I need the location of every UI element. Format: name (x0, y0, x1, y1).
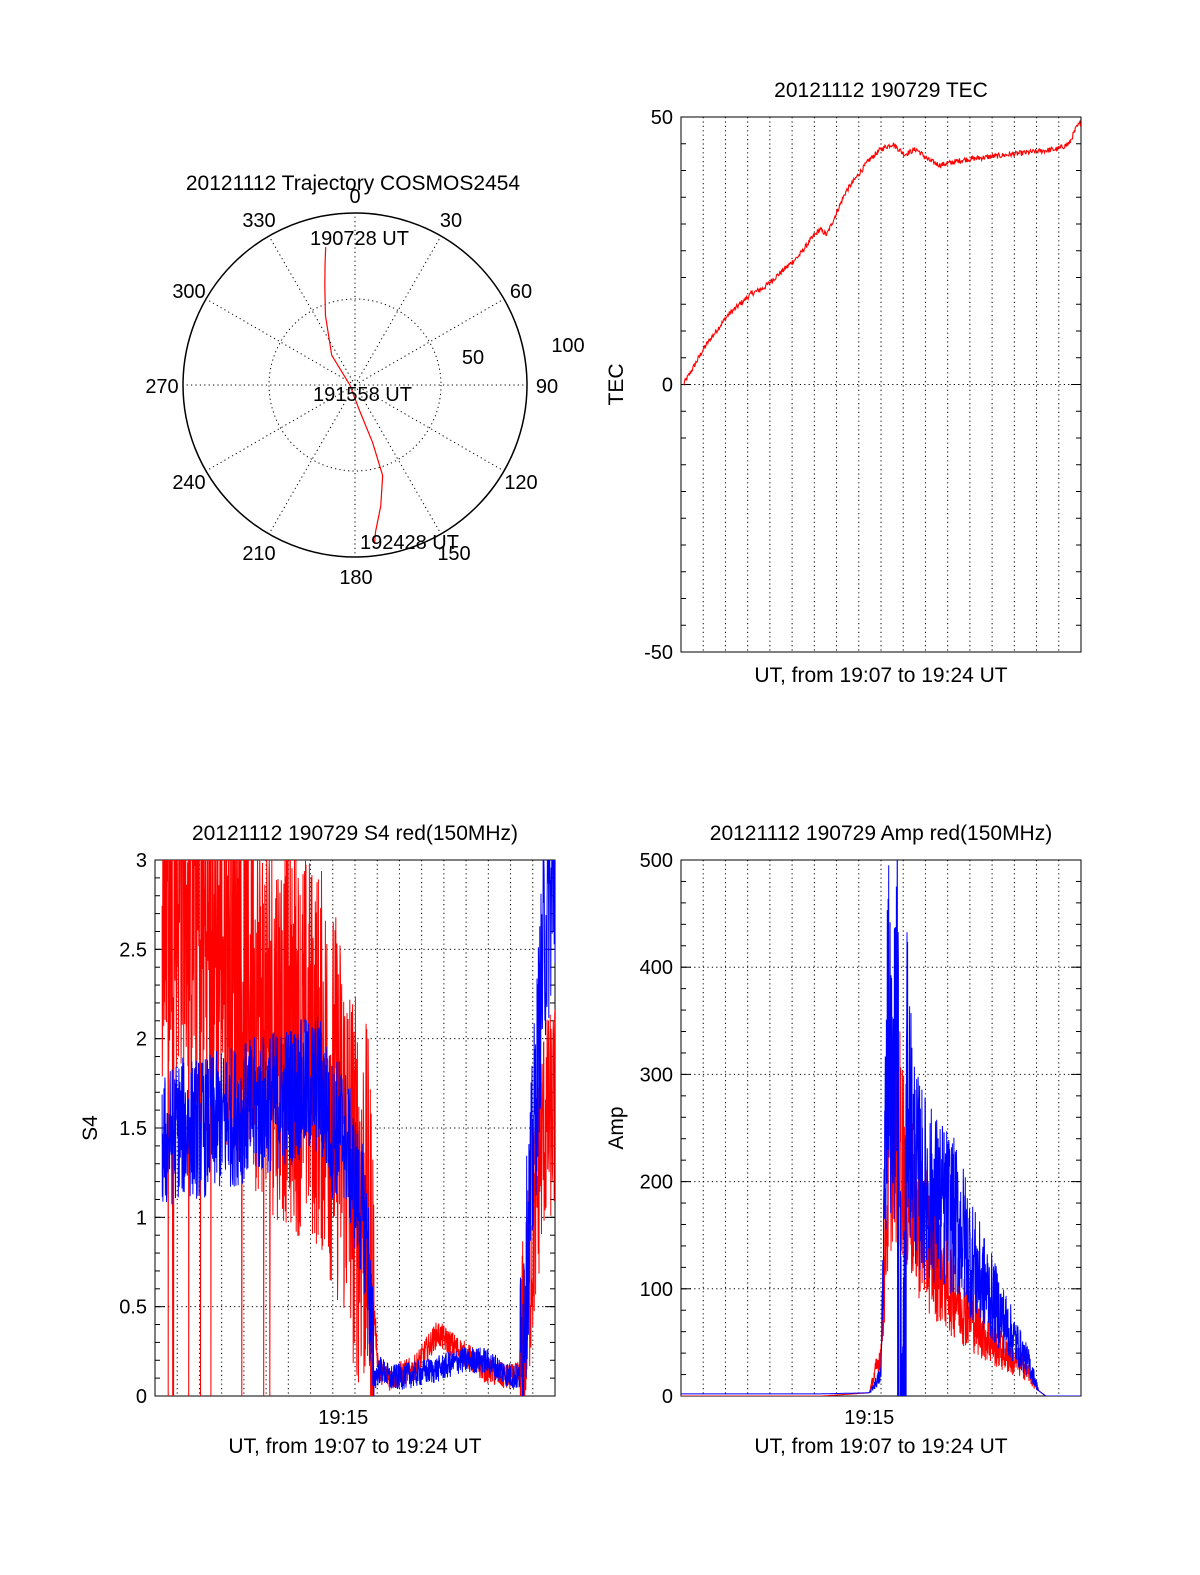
series-line-blue (161, 860, 555, 1396)
radius-label: 50 (462, 347, 484, 369)
y-tick-label: 0 (136, 1386, 147, 1408)
y-axis-label: TEC (605, 364, 628, 406)
angle-label: 240 (172, 472, 205, 494)
radius-label: 100 (551, 335, 584, 357)
y-axis-label: Amp (605, 1106, 628, 1149)
angle-label: 60 (510, 281, 532, 303)
plot-frame (680, 859, 1082, 1397)
y-axis-label: S4 (79, 1115, 102, 1141)
s4-panel: 20121112 190729 S4 red(150MHz) 0 0.5 1 1.5 2 2… (79, 822, 556, 1458)
angle-label: 90 (536, 376, 558, 398)
polar-spoke (268, 384, 356, 535)
y-tick-label: 500 (640, 850, 673, 872)
angle-label: 0 (349, 186, 360, 208)
series-line-blue (681, 860, 1081, 1396)
angle-label: 300 (172, 281, 205, 303)
polar-spoke (354, 384, 442, 535)
trajectory-line (324, 247, 384, 544)
y-tick-label: 1.5 (119, 1118, 147, 1140)
end-time-annotation: 192428 UT (360, 532, 459, 554)
angle-label: 150 (437, 543, 470, 565)
series-line-red (682, 119, 1081, 387)
y-tick-label: 200 (640, 1172, 673, 1194)
y-tick-label: 3 (136, 850, 147, 872)
y-tick-label: 300 (640, 1064, 673, 1086)
y-tick-label: -50 (644, 642, 673, 664)
angle-label: 180 (339, 567, 372, 589)
x-tick-label: 19:15 (844, 1407, 894, 1429)
mid-time-annotation: 191558 UT (313, 384, 412, 406)
y-tick-label: 0 (662, 375, 673, 397)
plot-frame (680, 116, 1082, 653)
angle-label: 30 (440, 210, 462, 232)
y-tick-label: 0 (662, 1386, 673, 1408)
y-tick-label: 2 (136, 1029, 147, 1051)
polar-spoke (354, 298, 505, 386)
angle-label: 270 (145, 376, 178, 398)
y-tick-label: 400 (640, 957, 673, 979)
y-tick-label: 0.5 (119, 1297, 147, 1319)
angle-label: 210 (242, 543, 275, 565)
polar-spoke (268, 235, 356, 386)
start-time-annotation: 190728 UT (310, 228, 409, 250)
angle-label: 120 (504, 472, 537, 494)
chart-title: 20121112 190729 S4 red(150MHz) (192, 822, 518, 845)
chart-title: 20121112 190729 Amp red(150MHz) (710, 822, 1052, 845)
chart-title: 20121112 190729 TEC (774, 79, 988, 102)
chart-title: 20121112 Trajectory COSMOS2454 (186, 172, 521, 195)
series-line-red (681, 1011, 1081, 1396)
plot-frame (154, 859, 556, 1397)
y-tick-label: 50 (651, 107, 673, 129)
polar-inner-circle (268, 298, 442, 472)
polar-spoke (205, 298, 356, 386)
y-tick-label: 1 (136, 1207, 147, 1229)
x-axis-label: UT, from 19:07 to 19:24 UT (754, 1435, 1007, 1458)
angle-label: 330 (242, 210, 275, 232)
y-tick-label: 100 (640, 1279, 673, 1301)
y-tick-label: 2.5 (119, 939, 147, 961)
x-axis-label: UT, from 19:07 to 19:24 UT (754, 664, 1007, 687)
x-tick-label: 19:15 (318, 1407, 368, 1429)
x-axis-label: UT, from 19:07 to 19:24 UT (228, 1435, 481, 1458)
amp-panel: 20121112 190729 Amp red(150MHz) 0 100 200 30… (605, 822, 1082, 1458)
tec-panel: 20121112 190729 TEC -50 0 50 UT, from 19:07 … (605, 79, 1082, 687)
